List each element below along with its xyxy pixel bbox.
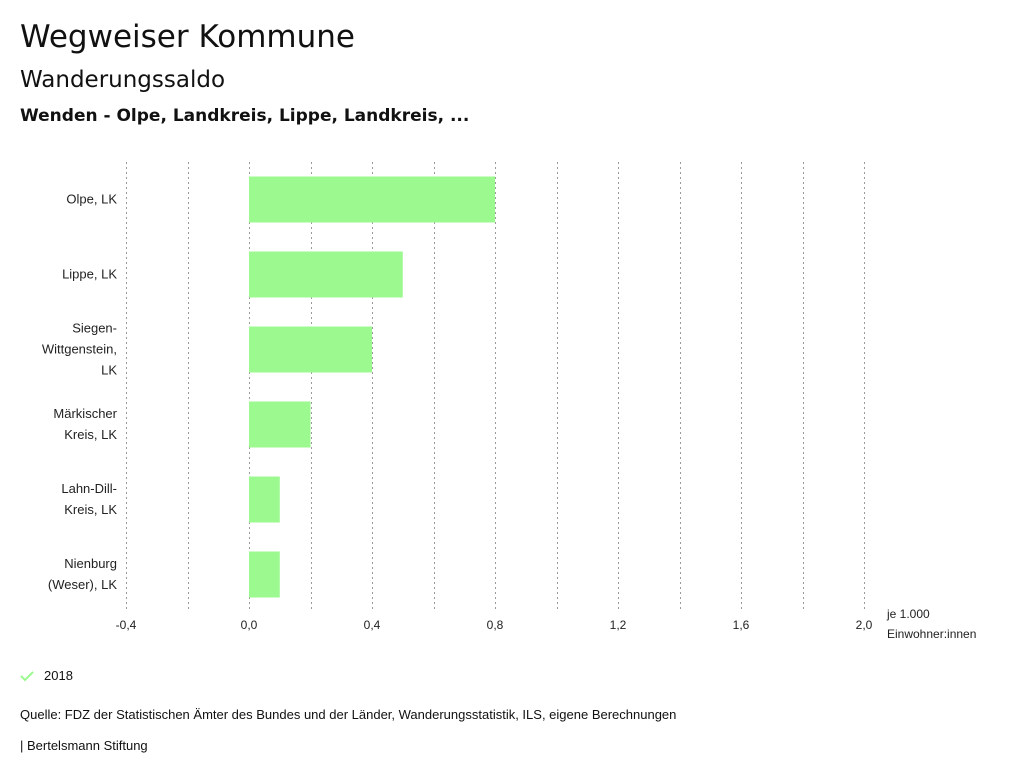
category-label: Märkischer Kreis, LK	[53, 406, 117, 442]
x-tick-label: 0,8	[487, 618, 504, 632]
x-tick-label: 1,2	[610, 618, 627, 632]
bar	[249, 326, 372, 373]
page-title: Wegweiser Kommune	[20, 19, 355, 55]
category-label: Olpe, LK	[66, 192, 117, 207]
bar	[249, 476, 280, 523]
category-label: Siegen-Wittgenstein, LK	[42, 321, 117, 378]
bar	[249, 176, 495, 223]
bar	[249, 251, 403, 298]
bar-chart: Olpe, LK Lippe, LK Siegen-Wittgenstein, LK M…	[42, 162, 976, 640]
legend-label: 2018	[44, 668, 73, 683]
category-label: Lippe, LK	[62, 267, 117, 282]
source-note: Quelle: FDZ der Statistischen Ämter des …	[20, 707, 677, 722]
x-tick-label: 0,4	[364, 618, 381, 632]
x-tick-label: 0,0	[241, 618, 258, 632]
legend[interactable]: 2018	[20, 668, 73, 683]
bar	[249, 551, 280, 598]
page-subtitle: Wanderungssaldo	[20, 67, 226, 93]
x-tick-label: -0,4	[116, 618, 137, 632]
bar	[249, 401, 311, 448]
x-tick-label: 2,0	[856, 618, 873, 632]
footer-credit: | Bertelsmann Stiftung	[20, 738, 148, 753]
x-axis-unit-label: je 1.000	[886, 607, 930, 621]
category-label: Nienburg (Weser), LK	[48, 556, 117, 592]
x-axis-unit-label: Einwohner:innen	[887, 627, 976, 640]
check-icon	[20, 670, 34, 681]
region-selection[interactable]: Wenden - Olpe, Landkreis, Lippe, Landkre…	[20, 106, 470, 126]
x-tick-label: 1,6	[733, 618, 750, 632]
category-label: Lahn-Dill-Kreis, LK	[61, 481, 117, 517]
